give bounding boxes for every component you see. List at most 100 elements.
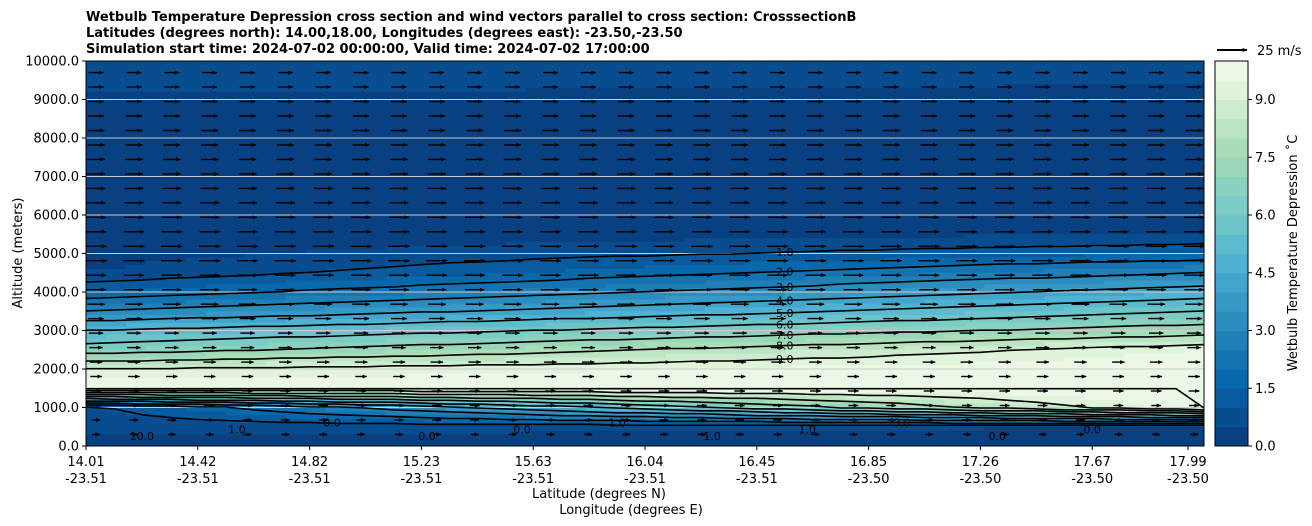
heatmap-cell — [465, 415, 486, 420]
heatmap-cell — [325, 103, 347, 108]
heatmap-cell — [505, 253, 526, 258]
heatmap-cell — [145, 138, 167, 143]
heatmap-cell — [704, 338, 726, 343]
heatmap-cell — [86, 399, 107, 405]
heatmap-cell — [944, 215, 966, 220]
heatmap-cell — [784, 234, 806, 239]
heatmap-cell — [425, 280, 446, 285]
heatmap-cell — [1064, 207, 1085, 212]
heatmap-cell — [1024, 434, 1045, 439]
heatmap-cell — [664, 111, 686, 116]
heatmap-cell — [185, 257, 207, 262]
heatmap-cell — [924, 180, 946, 185]
heatmap-cell — [325, 238, 347, 243]
heatmap-cell — [724, 68, 746, 74]
heatmap-cell — [445, 134, 466, 139]
heatmap-cell — [145, 76, 167, 81]
heatmap-cell — [605, 234, 626, 239]
heatmap-cell — [365, 357, 387, 362]
heatmap-cell — [585, 261, 606, 266]
heatmap-cell — [145, 434, 167, 439]
heatmap-cell — [145, 419, 167, 424]
heatmap-cell — [764, 87, 786, 93]
heatmap-cell — [784, 395, 806, 401]
heatmap-cell — [784, 180, 806, 185]
heatmap-cell — [864, 257, 886, 262]
heatmap-cell — [545, 61, 566, 66]
heatmap-cell — [385, 95, 407, 101]
heatmap-cell — [165, 311, 187, 316]
heatmap-cell — [545, 276, 566, 282]
heatmap-cell — [125, 76, 147, 81]
heatmap-cell — [145, 345, 167, 351]
heatmap-cell — [605, 365, 626, 370]
heatmap-cell — [505, 322, 526, 328]
heatmap-cell — [525, 357, 546, 362]
heatmap-cell — [924, 307, 946, 312]
heatmap-cell — [605, 68, 626, 74]
heatmap-cell — [625, 222, 646, 228]
heatmap-cell — [185, 238, 207, 243]
heatmap-cell — [305, 392, 327, 397]
heatmap-cell — [844, 207, 866, 212]
heatmap-cell — [1044, 434, 1065, 439]
heatmap-cell — [1024, 138, 1045, 143]
heatmap-cell — [225, 153, 247, 158]
heatmap-cell — [205, 153, 227, 158]
heatmap-cell — [525, 249, 546, 255]
heatmap-cell — [565, 399, 586, 405]
heatmap-cell — [884, 207, 906, 212]
heatmap-cell — [225, 64, 247, 70]
heatmap-cell — [605, 180, 626, 185]
heatmap-cell — [924, 257, 946, 262]
heatmap-cell — [165, 295, 187, 301]
heatmap-cell — [944, 265, 966, 270]
heatmap-cell — [305, 268, 327, 274]
heatmap-cell — [365, 376, 387, 382]
heatmap-cell — [684, 149, 706, 154]
heatmap-cell — [804, 87, 826, 93]
heatmap-cell — [445, 407, 466, 412]
heatmap-cell — [605, 61, 626, 66]
heatmap-cell — [1064, 95, 1085, 101]
heatmap-cell — [105, 419, 127, 424]
heatmap-cell — [964, 265, 985, 270]
heatmap-cell — [1024, 191, 1045, 197]
heatmap-cell — [385, 438, 407, 443]
heatmap-cell — [525, 76, 546, 81]
heatmap-cell — [824, 376, 846, 382]
heatmap-cell — [285, 168, 307, 174]
heatmap-cell — [784, 349, 806, 355]
heatmap-cell — [864, 353, 886, 359]
heatmap-cell — [285, 376, 307, 382]
heatmap-cell — [664, 157, 686, 162]
heatmap-cell — [425, 442, 446, 446]
heatmap-cell — [944, 238, 966, 243]
heatmap-cell — [844, 357, 866, 362]
heatmap-cell — [924, 326, 946, 332]
heatmap-cell — [505, 188, 526, 193]
heatmap-cell — [884, 107, 906, 112]
heatmap-cell — [305, 430, 327, 436]
heatmap-cell — [245, 91, 267, 97]
heatmap-cell — [205, 276, 227, 282]
heatmap-cell — [505, 153, 526, 158]
heatmap-cell — [724, 384, 746, 389]
heatmap-cell — [824, 222, 846, 228]
heatmap-cell — [904, 211, 926, 216]
heatmap-cell — [984, 103, 1005, 108]
heatmap-cell — [105, 245, 127, 251]
heatmap-cell — [265, 80, 287, 85]
heatmap-cell — [385, 292, 407, 297]
heatmap-cell — [445, 195, 466, 201]
heatmap-cell — [884, 103, 906, 108]
heatmap-cell — [884, 80, 906, 85]
heatmap-cell — [565, 122, 586, 128]
heatmap-cell — [944, 188, 966, 193]
heatmap-cell — [145, 357, 167, 362]
heatmap-cell — [645, 195, 666, 201]
heatmap-cell — [225, 215, 247, 220]
heatmap-cell — [325, 295, 347, 301]
heatmap-cell — [185, 145, 207, 151]
heatmap-cell — [305, 349, 327, 355]
